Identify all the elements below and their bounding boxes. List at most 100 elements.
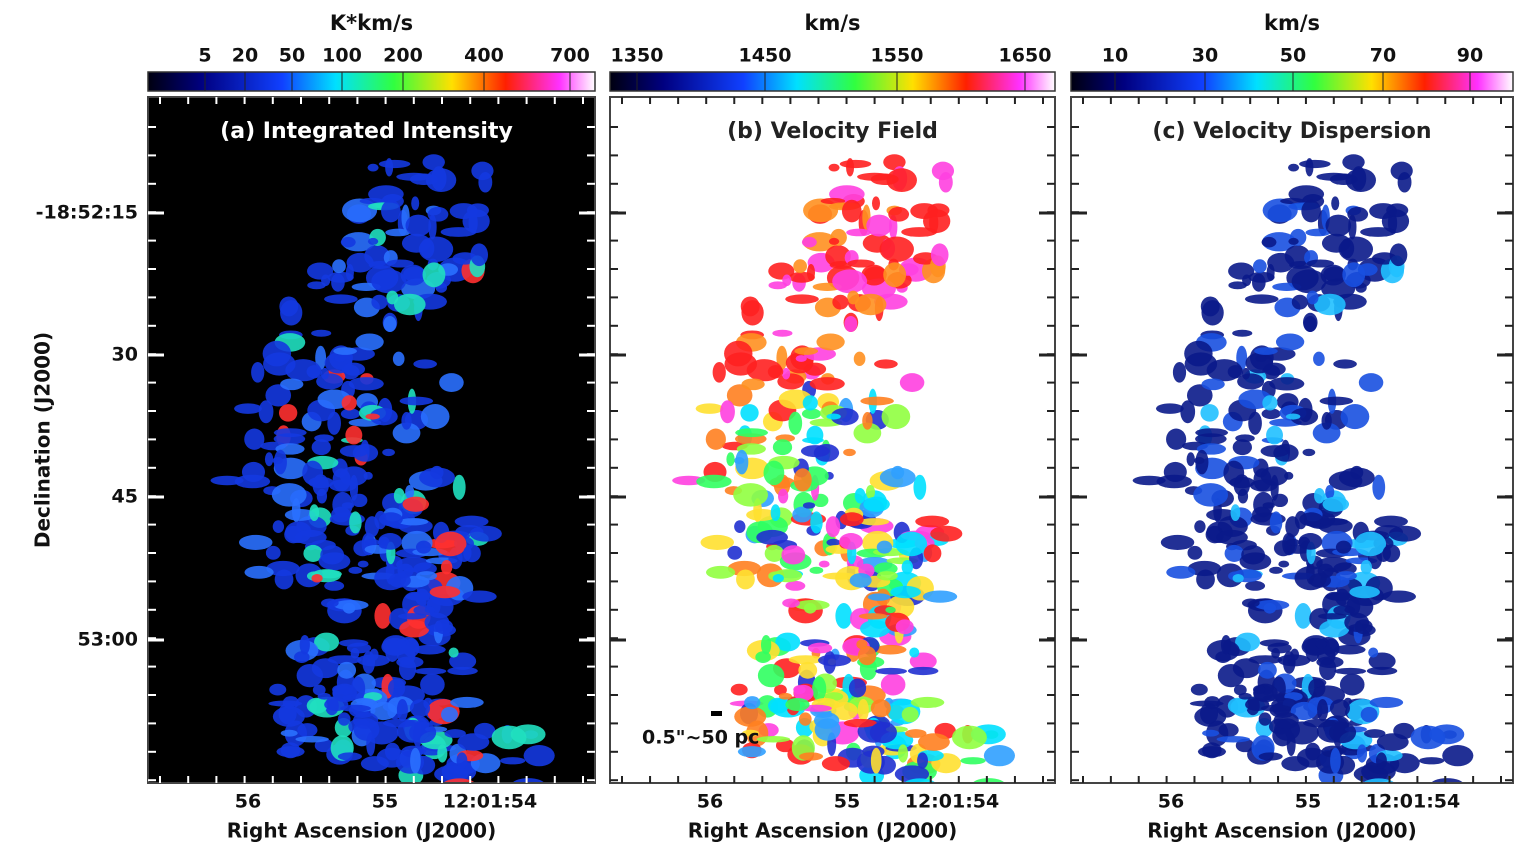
emission bbox=[1254, 599, 1290, 611]
emission bbox=[706, 565, 736, 579]
emission bbox=[895, 619, 914, 635]
emission bbox=[775, 632, 801, 652]
emission bbox=[793, 685, 806, 695]
emission bbox=[364, 516, 380, 538]
emission bbox=[930, 243, 949, 267]
emission bbox=[1271, 676, 1286, 702]
emission bbox=[1374, 515, 1408, 528]
emission bbox=[696, 474, 732, 489]
emission bbox=[1216, 529, 1248, 545]
emission bbox=[355, 333, 384, 351]
emission bbox=[457, 733, 490, 751]
emission bbox=[1308, 573, 1332, 588]
emission bbox=[785, 580, 806, 591]
emission bbox=[733, 483, 769, 507]
emission bbox=[1224, 544, 1244, 562]
colorbar bbox=[147, 71, 596, 92]
emission bbox=[348, 566, 363, 574]
emission bbox=[1261, 408, 1281, 420]
emission bbox=[859, 518, 890, 526]
panel-title: (a) Integrated Intensity bbox=[220, 119, 513, 144]
emission bbox=[341, 395, 357, 411]
x-tick-label: 56 bbox=[235, 791, 261, 813]
emission bbox=[1386, 203, 1409, 218]
emission bbox=[830, 407, 859, 426]
emission bbox=[1299, 159, 1331, 169]
emission bbox=[251, 362, 265, 383]
emission bbox=[334, 355, 346, 362]
emission bbox=[1330, 747, 1341, 774]
emission bbox=[880, 673, 906, 696]
emission bbox=[397, 645, 416, 666]
emission bbox=[1369, 696, 1404, 708]
emission bbox=[416, 571, 438, 581]
emission bbox=[1410, 725, 1446, 750]
colorbar-tick-label: 50 bbox=[1280, 45, 1306, 67]
emission bbox=[1314, 293, 1346, 316]
emission bbox=[844, 315, 858, 332]
emission bbox=[333, 599, 369, 611]
emission bbox=[405, 214, 432, 237]
emission bbox=[767, 365, 784, 379]
emission bbox=[1299, 512, 1324, 527]
emission bbox=[1320, 264, 1346, 286]
emission bbox=[1347, 206, 1369, 222]
emission bbox=[798, 752, 824, 761]
emission bbox=[828, 163, 840, 172]
emission bbox=[1194, 706, 1227, 727]
emission bbox=[854, 487, 866, 504]
emission bbox=[746, 508, 777, 521]
emission bbox=[331, 506, 351, 523]
x-axis-label: Right Ascension (J2000) bbox=[688, 819, 957, 843]
emission bbox=[972, 778, 1005, 783]
emission bbox=[843, 718, 877, 728]
emission bbox=[348, 377, 384, 391]
emission bbox=[1235, 632, 1261, 652]
emission bbox=[499, 757, 526, 765]
emission bbox=[802, 502, 816, 509]
emission bbox=[1166, 428, 1187, 450]
emission bbox=[1349, 585, 1380, 599]
emission bbox=[812, 676, 827, 702]
panel: km/s 1350 1450 1550 1650 (b) Velocity Field 0.… bbox=[609, 11, 1056, 843]
emission bbox=[448, 647, 459, 658]
emission bbox=[839, 533, 863, 550]
emission bbox=[854, 293, 887, 316]
emission bbox=[420, 404, 450, 430]
emission bbox=[1232, 439, 1252, 456]
x-tick-label: 12:01:54 bbox=[905, 791, 1000, 813]
emission bbox=[1387, 212, 1398, 234]
x-tick-label: 12:01:54 bbox=[1366, 791, 1461, 813]
emission bbox=[420, 673, 445, 696]
emission bbox=[772, 439, 793, 456]
emission bbox=[306, 697, 328, 714]
colorbar-label: K*km/s bbox=[330, 11, 413, 35]
emission bbox=[778, 488, 789, 504]
emission bbox=[379, 512, 403, 527]
emission bbox=[804, 362, 827, 376]
emission bbox=[324, 580, 345, 591]
emission bbox=[735, 428, 768, 438]
emission bbox=[320, 367, 329, 380]
emission bbox=[452, 474, 466, 500]
emission bbox=[311, 329, 332, 337]
emission bbox=[258, 400, 274, 424]
emission bbox=[263, 352, 296, 376]
emission bbox=[867, 593, 891, 601]
emission bbox=[1223, 460, 1245, 486]
emission bbox=[385, 228, 411, 237]
emission bbox=[1200, 404, 1219, 422]
emission bbox=[427, 206, 449, 222]
emission bbox=[795, 355, 807, 362]
emission bbox=[1288, 237, 1299, 245]
emission bbox=[1263, 362, 1286, 376]
emission bbox=[839, 159, 872, 169]
emission bbox=[272, 706, 305, 727]
emission bbox=[813, 712, 840, 729]
emission bbox=[435, 619, 454, 635]
emission bbox=[794, 347, 819, 355]
emission bbox=[346, 642, 372, 654]
emission bbox=[917, 752, 928, 769]
emission bbox=[930, 525, 963, 542]
